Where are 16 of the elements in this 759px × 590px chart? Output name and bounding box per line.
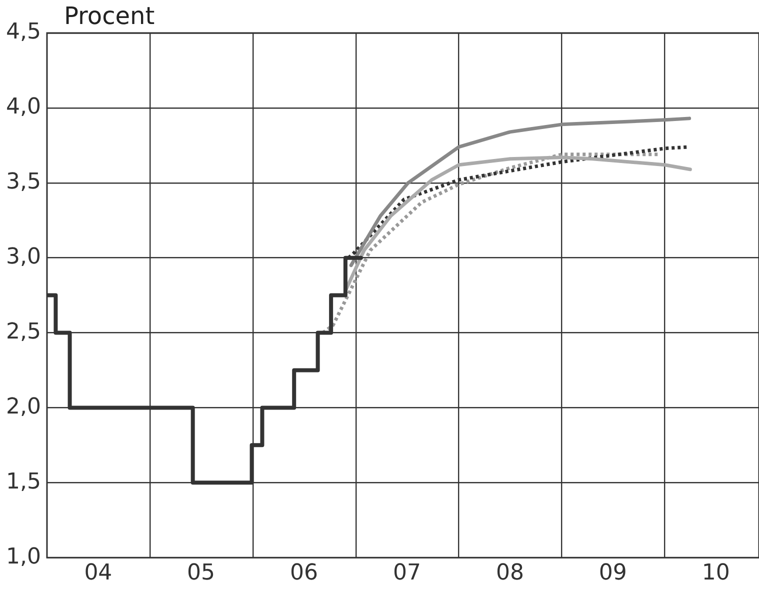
x-tick-label: 04 [84,560,112,586]
y-tick-label: 3,0 [6,244,41,270]
x-tick-label: 08 [496,560,524,586]
y-tick-label: 1,5 [6,469,41,494]
x-tick-label: 09 [598,560,627,586]
x-tick-label: 10 [702,560,730,586]
x-tick-label: 06 [290,560,318,586]
y-axis-title: Procent [64,2,155,30]
y-tick-label: 1,0 [6,544,41,570]
y-tick-label: 4,0 [6,94,41,120]
y-tick-label: 4,5 [6,20,41,45]
x-tick-label: 07 [392,560,421,586]
y-tick-label: 2,5 [6,319,41,344]
x-tick-label: 05 [187,560,216,586]
y-tick-label: 2,0 [6,394,41,420]
y-tick-label: 3,5 [6,170,41,195]
